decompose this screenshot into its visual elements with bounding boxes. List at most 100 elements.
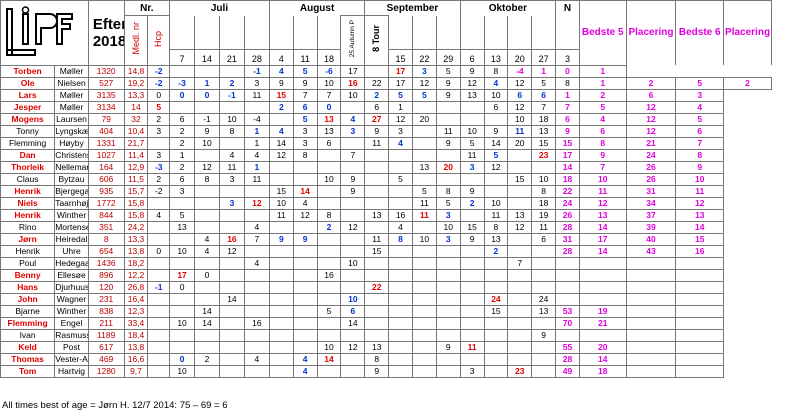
table-row: Hans Djurhuus 120 26,8 -1 0 22 <box>0 280 772 294</box>
score-cell: 7 <box>531 100 557 114</box>
handicap: 13,8 <box>123 244 149 258</box>
score-cell: 17 <box>388 76 413 90</box>
first-name: Torben <box>0 64 56 78</box>
placement <box>675 328 725 342</box>
score-cell: 10 <box>316 172 342 186</box>
score-cell <box>507 244 533 258</box>
score-cell <box>435 148 461 162</box>
score-cell: 2 <box>147 172 171 186</box>
last-name: Post <box>54 340 89 354</box>
first-name: Benny <box>0 268 56 282</box>
score-cell <box>435 292 461 306</box>
score-cell: 1 <box>169 148 196 162</box>
score-cell: 2 <box>147 112 171 126</box>
member-number: 469 <box>87 352 125 366</box>
score-cell <box>268 364 294 378</box>
handicap: 32 <box>123 112 149 126</box>
score-cell: 0 <box>147 244 171 258</box>
handicap: 12,9 <box>123 160 149 174</box>
best-score: 6 <box>555 112 580 126</box>
best-score: 5 <box>675 76 725 90</box>
club-logo <box>6 6 73 56</box>
score-cell: 11 <box>243 88 270 102</box>
score-cell: 17 <box>388 64 413 78</box>
placement <box>675 280 725 294</box>
score-cell: 2 <box>169 124 196 138</box>
score-cell <box>243 340 270 354</box>
first-name: Claus <box>0 172 56 186</box>
handicap: 13,8 <box>123 340 149 354</box>
score-cell <box>364 268 390 282</box>
date-sep-22: 22 <box>411 49 437 66</box>
handicap: 9,7 <box>123 364 149 378</box>
score-cell <box>364 172 390 186</box>
member-number: 1027 <box>87 148 125 162</box>
score-cell <box>531 340 557 354</box>
score-cell <box>483 340 509 354</box>
score-cell <box>340 280 366 294</box>
score-cell: 10 <box>169 244 196 258</box>
score-cell: 18 <box>531 196 557 210</box>
table-row: Claus Bytzau 606 11,5 2 6 8 3 11 10 9 5 15 10 18 10 26 10 <box>0 172 772 186</box>
first-name: Dan <box>0 148 56 162</box>
score-cell <box>218 316 245 330</box>
score-cell: 2 <box>194 352 220 366</box>
score-cell: 9 <box>194 124 220 138</box>
table-row: Niels Taarnhøj 1772 15,8 3 12 10 4 11 5 2 10 18 24 12 3… <box>0 196 772 210</box>
score-cell <box>268 256 294 270</box>
score-cell: 10 <box>507 112 533 126</box>
last-name: Lyngskær <box>54 124 89 138</box>
score-cell <box>507 316 533 330</box>
score-cell <box>218 304 245 318</box>
first-name: Jesper <box>0 100 56 114</box>
score-cell <box>147 220 171 234</box>
score-cell <box>459 244 485 258</box>
n-header: N <box>555 0 580 16</box>
score-cell: 3 <box>411 64 437 78</box>
score-cell: 4 <box>388 220 413 234</box>
placement: 9 <box>675 160 725 174</box>
score-cell <box>459 280 485 294</box>
score-cell: 13 <box>169 220 196 234</box>
handicap: 33,4 <box>123 316 149 330</box>
score-cell <box>435 100 461 114</box>
score-cell <box>507 196 533 210</box>
score-cell <box>507 268 533 282</box>
score-cell <box>268 316 294 330</box>
score-cell <box>147 232 171 246</box>
score-cell: 13 <box>316 112 342 126</box>
best-score: 28 <box>555 244 580 258</box>
score-cell <box>340 196 366 210</box>
score-cell: 4 <box>268 64 294 78</box>
table-row: Flemming Engel 211 33,4 10 14 16 14 70 21 <box>0 316 772 330</box>
results-table: Efterår 2018 Nr. Juli August September O… <box>0 0 772 378</box>
best-score: 49 <box>555 364 580 378</box>
score-cell: 11 <box>483 208 509 222</box>
score-cell <box>531 256 557 270</box>
score-cell: 3 <box>147 148 171 162</box>
placement: 10 <box>675 172 725 186</box>
first-name: Keld <box>0 340 56 354</box>
score-cell: 11 <box>411 196 437 210</box>
score-cell: 5 <box>435 64 461 78</box>
score-cell <box>411 256 437 270</box>
score-cell <box>340 100 366 114</box>
score-cell <box>411 280 437 294</box>
score-cell: 4 <box>243 256 270 270</box>
score-cell <box>316 196 342 210</box>
score-cell <box>459 256 485 270</box>
score-cell <box>459 112 485 126</box>
score-cell <box>388 148 413 162</box>
last-name: Heiredal <box>54 232 89 246</box>
placement <box>578 268 627 282</box>
member-number: 1320 <box>87 64 125 78</box>
last-name: Høyby <box>54 136 89 150</box>
handicap: 14 <box>123 100 149 114</box>
score-cell: 10 <box>483 196 509 210</box>
score-cell <box>483 328 509 342</box>
score-cell: -1 <box>194 112 220 126</box>
best-score <box>555 292 580 306</box>
score-cell: 9 <box>268 76 294 90</box>
score-cell: 24 <box>531 292 557 306</box>
